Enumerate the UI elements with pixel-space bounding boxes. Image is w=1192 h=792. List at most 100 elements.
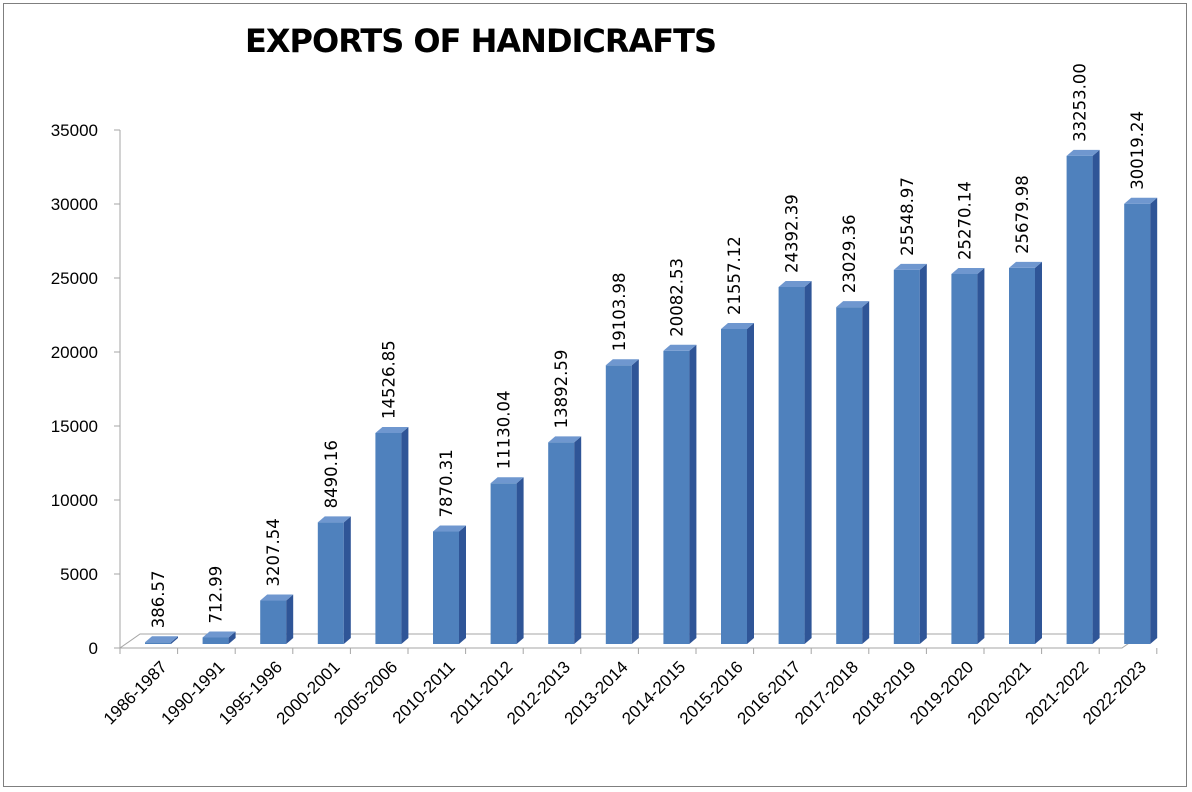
bar-front	[893, 269, 920, 644]
data-label: 24392.39	[783, 194, 802, 273]
chart-frame	[3, 3, 1187, 787]
data-label: 7870.31	[437, 449, 456, 517]
bar-side	[747, 322, 754, 644]
bar-top	[1009, 261, 1042, 268]
bar	[1124, 197, 1158, 644]
y-tick-label: 0	[89, 639, 98, 658]
bar	[893, 263, 927, 644]
bar-top	[490, 477, 524, 484]
bar-top	[260, 594, 294, 601]
bar-top	[721, 322, 754, 329]
bar-side	[689, 344, 697, 644]
bar-top	[433, 525, 466, 532]
bar	[721, 322, 754, 644]
bar-side	[862, 301, 870, 644]
bar-top	[548, 436, 582, 443]
y-tick-label: 5000	[60, 565, 98, 584]
bar-side	[631, 359, 639, 644]
data-label: 19103.98	[610, 273, 629, 352]
chart-title: EXPORTS OF HANDICRAFTS	[245, 22, 717, 60]
bar-front	[375, 433, 402, 644]
bar	[145, 636, 178, 644]
bar-top	[951, 268, 985, 275]
x-tick-label: 2005-2006	[330, 657, 401, 728]
bar-front	[605, 365, 632, 644]
bar-side	[1035, 261, 1042, 644]
bar-top	[1124, 197, 1158, 204]
bar	[605, 359, 639, 644]
bar-front	[260, 600, 287, 644]
y-tick-label: 10000	[51, 491, 98, 510]
y-tick-label: 30000	[51, 195, 98, 214]
bar	[202, 631, 236, 644]
bar-front	[548, 442, 575, 644]
data-label: 25548.97	[898, 177, 917, 256]
bar-side	[1092, 149, 1100, 645]
bar	[548, 436, 582, 644]
data-label: 21557.12	[725, 236, 744, 315]
y-tick-label: 35000	[51, 121, 98, 140]
bar-top	[202, 631, 236, 638]
y-tick-label: 25000	[51, 269, 98, 288]
data-label: 8490.16	[322, 440, 341, 508]
data-label: 25270.14	[955, 181, 974, 260]
bar-side	[977, 268, 985, 644]
bar-side	[401, 427, 409, 644]
data-label: 386.57	[149, 571, 168, 629]
bar-front	[202, 637, 229, 644]
bar-front	[145, 642, 171, 644]
bar-top	[893, 263, 927, 270]
bar	[260, 594, 294, 644]
bar-front	[778, 286, 805, 644]
bar	[490, 477, 524, 644]
bar-top	[317, 516, 351, 523]
bar-side	[286, 594, 294, 644]
data-label: 3207.54	[264, 518, 283, 586]
bar	[663, 344, 697, 644]
bar-front	[721, 328, 747, 644]
bar-front	[1009, 267, 1035, 644]
bar-side	[459, 525, 466, 644]
bar-top	[375, 427, 409, 434]
bar-top	[663, 344, 697, 351]
bar-top	[1066, 149, 1100, 156]
data-label: 33253.00	[1071, 63, 1090, 142]
bar-side	[516, 477, 524, 644]
bar	[1009, 261, 1042, 644]
bar-front	[433, 531, 459, 644]
bar-front	[836, 307, 863, 644]
bar-side	[804, 280, 812, 644]
data-label: 14526.85	[379, 340, 398, 419]
data-label: 11130.04	[495, 391, 514, 470]
bar-side	[574, 436, 582, 644]
data-label: 712.99	[207, 566, 226, 624]
data-label: 30019.24	[1128, 111, 1147, 190]
bar-top	[836, 301, 870, 308]
bar	[375, 427, 409, 644]
bar-top	[778, 280, 812, 287]
bar-front	[1124, 203, 1151, 644]
bar-side	[919, 263, 927, 644]
bar	[836, 301, 870, 644]
y-tick-label: 15000	[51, 417, 98, 436]
bar-side	[1150, 197, 1158, 644]
data-label: 13892.59	[552, 350, 571, 429]
bar	[778, 280, 812, 644]
bar-top	[145, 636, 178, 643]
bar	[433, 525, 466, 644]
bar-front	[1066, 155, 1093, 645]
bar-top	[605, 359, 639, 366]
bar-front	[490, 483, 517, 644]
bar-front	[663, 350, 690, 644]
data-label: 20082.53	[667, 258, 686, 337]
bar	[317, 516, 351, 644]
bar-front	[317, 522, 344, 644]
bar	[1066, 149, 1100, 645]
bar-side	[171, 636, 178, 644]
data-label: 25679.98	[1013, 175, 1032, 254]
data-label: 23029.36	[840, 214, 859, 293]
bar	[951, 268, 985, 644]
y-tick-label: 20000	[51, 343, 98, 362]
bar-side	[343, 516, 351, 644]
